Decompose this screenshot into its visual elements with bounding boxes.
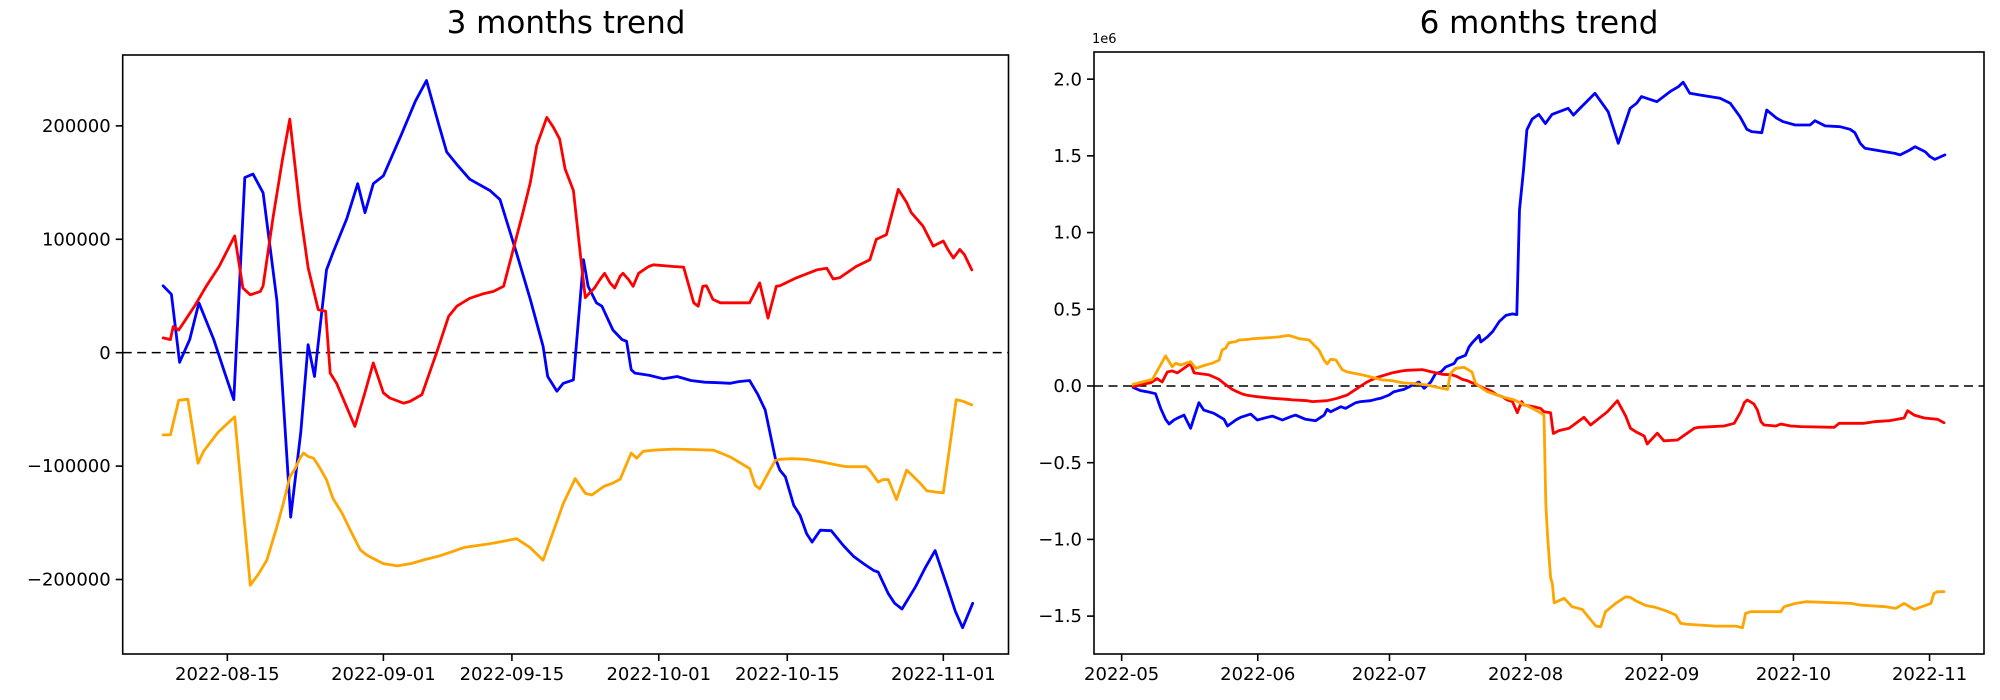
y-tick-label: −200000 [27,570,111,591]
y-tick-label: 1.0 [1053,223,1082,244]
x-tick-label: 2022-11 [1892,664,1967,685]
y-tick-label: 100000 [42,229,111,250]
y-tick-label: 0.5 [1053,299,1082,320]
chart-title-3-months: 3 months trend [446,5,686,41]
x-tick-label: 2022-10-01 [606,664,711,685]
x-tick-label: 2022-09 [1624,664,1699,685]
y-tick-label: 200000 [42,116,111,137]
x-tick-label: 2022-10 [1756,664,1831,685]
plot-border [121,54,1010,655]
y-tick-label: 0.0 [1053,376,1082,397]
y-tick-label: −1.0 [1038,530,1082,551]
x-tick-label: 2022-07 [1352,664,1427,685]
series-line-orange [161,397,974,587]
y-tick-label: −1.5 [1038,606,1082,627]
y-tick-label: −0.5 [1038,453,1082,474]
y-tick-label: 2.0 [1053,69,1082,90]
plot-border [1093,51,1985,655]
series-line-blue [161,79,975,630]
x-tick-label: 2022-09-15 [460,664,565,685]
chart-title-6-months: 6 months trend [1419,5,1659,41]
series-line-red [161,116,974,428]
x-tick-label: 2022-10-15 [735,664,840,685]
series-line-orange [1131,333,1946,630]
series-line-blue [1131,80,1947,430]
x-tick-label: 2022-08 [1488,664,1563,685]
y-tick-label: 0 [99,343,110,364]
x-tick-label: 2022-11-01 [891,664,996,685]
y-axis-offset-label: 1e6 [1092,32,1117,47]
x-tick-label: 2022-06 [1220,664,1295,685]
y-tick-label: −100000 [27,456,111,477]
x-tick-label: 2022-09-01 [331,664,436,685]
x-tick-label: 2022-08-15 [175,664,280,685]
series-line-red [1131,362,1946,446]
y-tick-label: 1.5 [1053,146,1082,167]
x-tick-label: 2022-05 [1084,664,1159,685]
